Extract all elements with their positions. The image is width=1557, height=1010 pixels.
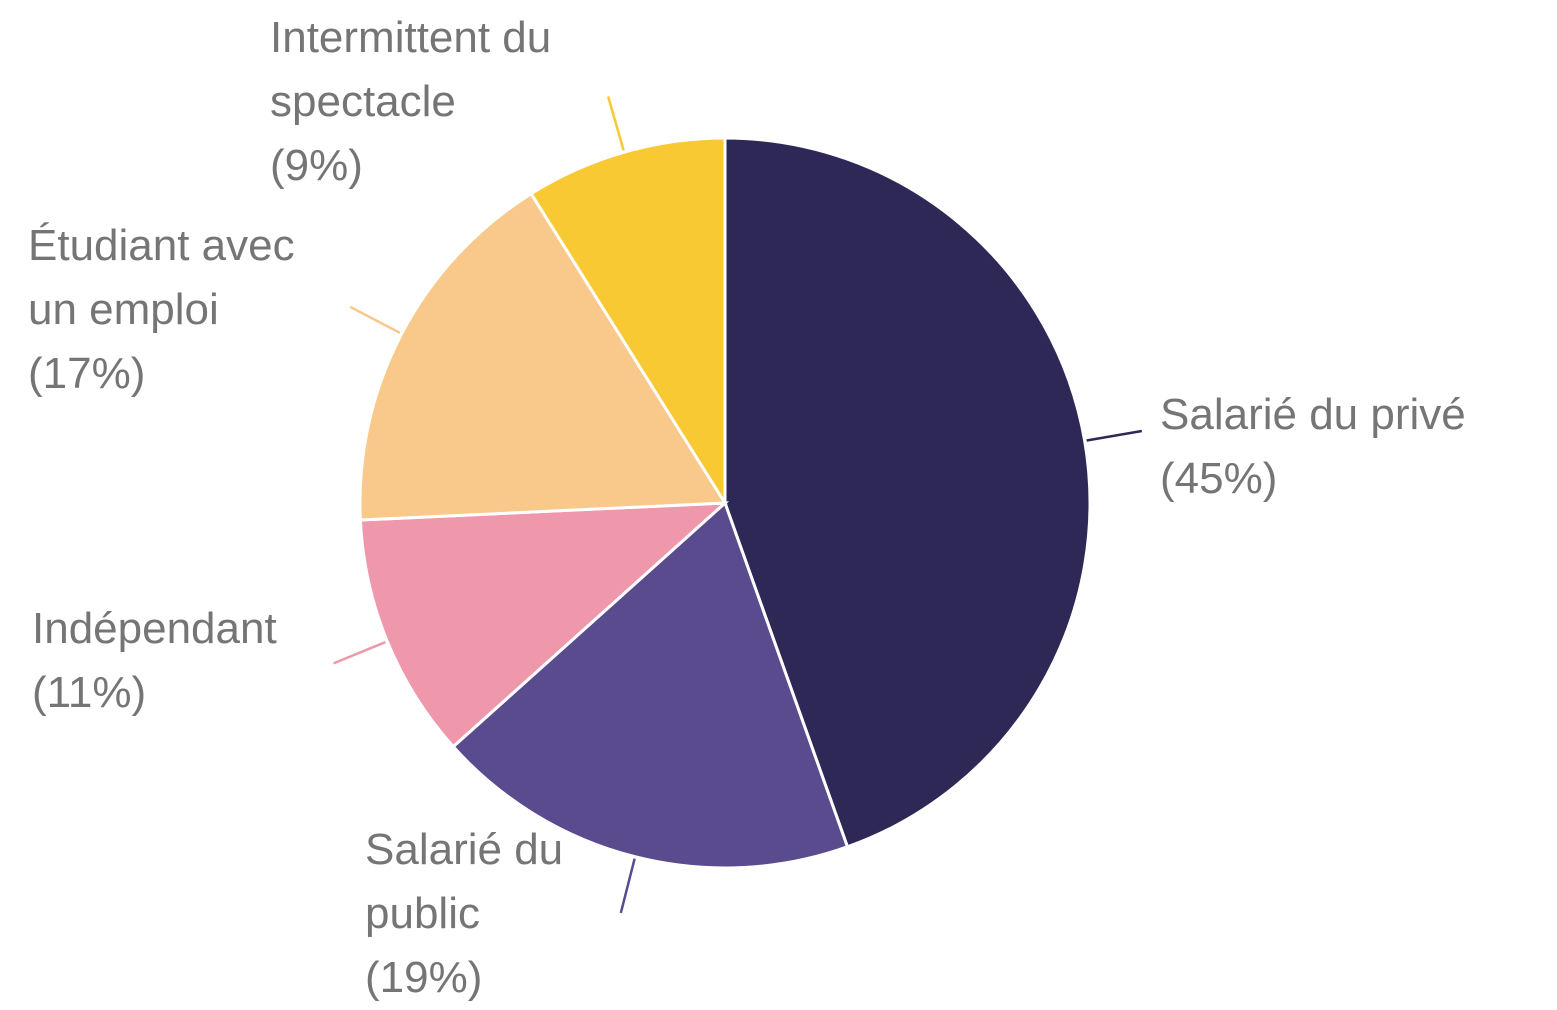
slice	[723, 136, 1092, 849]
slice	[358, 501, 730, 749]
slice	[451, 500, 850, 870]
slice-label: Salarié du public (19%)	[365, 818, 605, 1010]
category-label: Indépendant	[32, 604, 277, 653]
category-label: Étudiant avec un emploi	[28, 221, 295, 334]
slice-label: Salarié du privé (45%)	[1160, 383, 1540, 511]
slice	[529, 136, 727, 509]
slice-label: Indépendant (11%)	[32, 597, 332, 725]
leader-line	[1086, 429, 1143, 442]
value-label: (9%)	[270, 141, 363, 190]
value-label: (45%)	[1160, 454, 1278, 503]
category-label: Intermittent du spectacle	[270, 13, 552, 126]
value-label: (19%)	[365, 953, 483, 1002]
slice-label: Étudiant avec un emploi (17%)	[28, 214, 348, 406]
leader-line	[619, 858, 636, 914]
leader-line	[349, 305, 401, 334]
slice	[358, 191, 728, 522]
slice-label: Intermittent du spectacle (9%)	[270, 6, 610, 198]
leader-line	[333, 640, 386, 665]
category-label: Salarié du privé	[1160, 390, 1466, 439]
value-label: (11%)	[32, 668, 147, 717]
category-label: Salarié du public	[365, 825, 564, 938]
leader-line	[606, 96, 625, 151]
value-label: (17%)	[28, 349, 146, 398]
